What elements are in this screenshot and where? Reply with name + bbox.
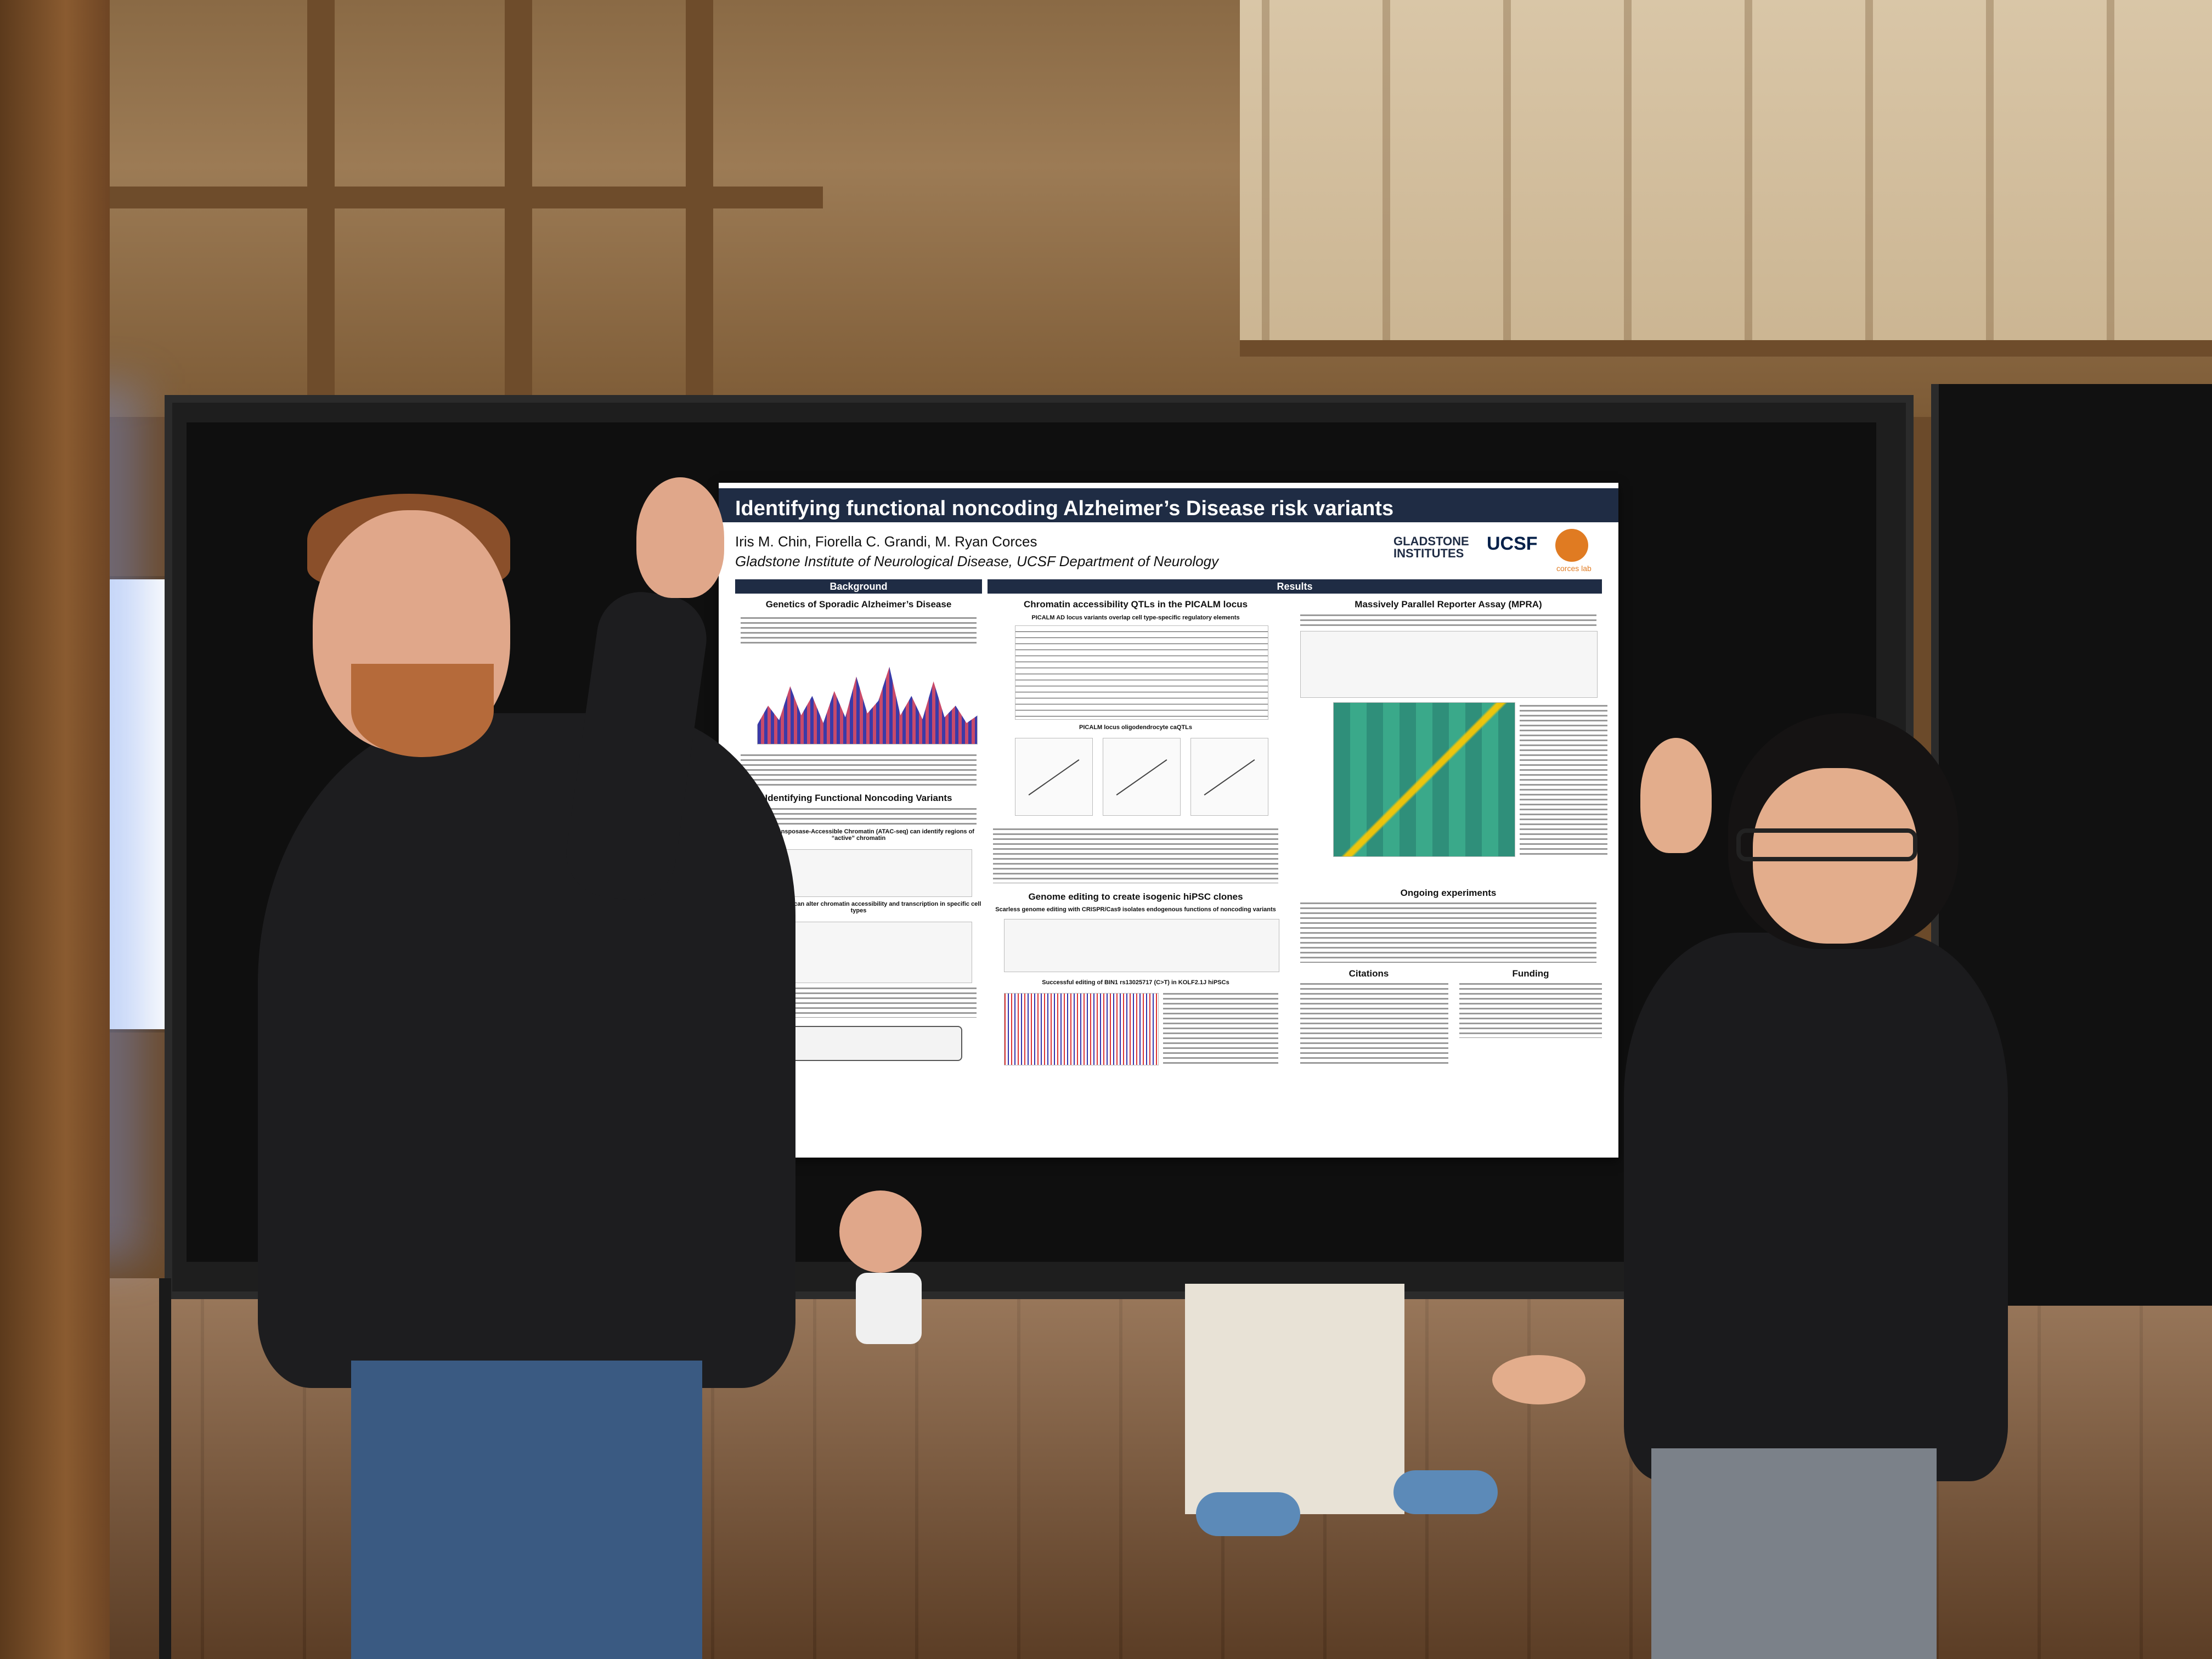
- heading-successful: Successful editing of BIN1 rs13025717 (C…: [1042, 979, 1229, 986]
- text-block: [993, 828, 1278, 883]
- section-header-background: Background: [735, 579, 982, 594]
- wall-slat: [1624, 0, 1632, 351]
- wall-slat: [1503, 0, 1511, 351]
- heading-chromatin-qtls: Chromatin accessibility QTLs in the PICA…: [1023, 599, 1248, 610]
- text-block: [1300, 614, 1596, 628]
- woman-hand: [1492, 1355, 1585, 1404]
- heading-picalm-caqtls: PICALM locus oligodendrocyte caQTLs: [1079, 724, 1192, 731]
- man-jeans: [351, 1361, 702, 1659]
- scatter-plot: [1103, 738, 1181, 816]
- face-mask: [856, 1273, 922, 1344]
- man-beard: [351, 664, 494, 757]
- text-block: [741, 754, 977, 787]
- crispr-diagram: [1004, 919, 1279, 972]
- text-block: [1300, 902, 1596, 963]
- correlation-heatmap: [1333, 702, 1515, 857]
- glasses-icon: [1736, 828, 1917, 861]
- poster-affiliation: Gladstone Institute of Neurological Dise…: [735, 553, 1219, 569]
- poster-title-bar: Identifying functional noncoding Alzheim…: [719, 488, 1618, 522]
- wall-slat: [1865, 0, 1873, 351]
- mpra-diagram: [1300, 631, 1598, 698]
- text-block: [741, 808, 977, 825]
- heading-identifying: Identifying Functional Noncoding Variant…: [765, 793, 952, 803]
- wall-slat: [1262, 0, 1269, 351]
- woman-jacket: [1624, 933, 2008, 1481]
- wall-beam: [307, 0, 335, 417]
- heading-scarless: Scarless genome editing with CRISPR/Cas9…: [995, 906, 1276, 913]
- gladstone-logo: GLADSTONE INSTITUTES: [1393, 534, 1469, 560]
- heading-citations: Citations: [1348, 968, 1389, 979]
- heading-picalm-overlap: PICALM AD locus variants overlap cell ty…: [1031, 614, 1240, 621]
- man-hand: [839, 1190, 922, 1273]
- board-leg: [159, 1278, 171, 1659]
- research-poster: Identifying functional noncoding Alzheim…: [719, 483, 1618, 1158]
- text-block: [741, 617, 977, 645]
- woman-hand: [1640, 738, 1712, 853]
- wooden-wall-right: [1240, 0, 2212, 351]
- heading-genome-editing: Genome editing to create isogenic hiPSC …: [1028, 891, 1243, 902]
- text-block: [1163, 993, 1278, 1064]
- wall-slat: [1745, 0, 1752, 351]
- woman-jeans: [1651, 1448, 1937, 1659]
- wall-beam: [110, 187, 823, 208]
- corces-lab-logo-icon: [1555, 529, 1588, 562]
- shoe: [1196, 1492, 1300, 1536]
- wall-slat: [2107, 0, 2114, 351]
- scatter-plot: [1015, 738, 1093, 816]
- wall-beam: [505, 0, 532, 417]
- goal-box: [763, 1026, 962, 1061]
- manhattan-plot: [757, 667, 978, 744]
- corces-lab-logo-text: corces lab: [1556, 564, 1592, 573]
- heading-noncoding: Noncoding variants can alter chromatin a…: [736, 901, 981, 914]
- section-header-results: Results: [988, 579, 1602, 594]
- genome-tracks: [1015, 625, 1268, 720]
- wall-slat: [1986, 0, 1994, 351]
- wall-slat: [1383, 0, 1390, 351]
- man-jacket: [258, 713, 795, 1388]
- heading-atac: Assay for Transposase-Accessible Chromat…: [743, 828, 974, 842]
- scatter-plot: [1190, 738, 1268, 816]
- wall-beam: [1240, 340, 2212, 357]
- shoe: [1393, 1470, 1498, 1514]
- wall-beam: [686, 0, 713, 417]
- sanger-traces: [1004, 993, 1159, 1065]
- person-walking-behind: [1185, 1284, 1404, 1514]
- poster-title: Identifying functional noncoding Alzheim…: [735, 497, 1394, 520]
- heading-mpra: Massively Parallel Reporter Assay (MPRA): [1355, 599, 1542, 610]
- text-block: [1520, 705, 1607, 856]
- heading-genetics: Genetics of Sporadic Alzheimer’s Disease: [765, 599, 952, 610]
- poster-authors: Iris M. Chin, Fiorella C. Grandi, M. Rya…: [735, 533, 1037, 550]
- woman-face: [1753, 768, 1917, 944]
- heading-funding: Funding: [1512, 968, 1549, 979]
- man-hand: [636, 477, 724, 598]
- citations-text: [1300, 983, 1448, 1065]
- funding-text: [1459, 983, 1602, 1038]
- ucsf-logo: UCSF: [1487, 533, 1538, 554]
- wooden-pillar: [0, 0, 110, 1659]
- heading-ongoing: Ongoing experiments: [1400, 888, 1497, 898]
